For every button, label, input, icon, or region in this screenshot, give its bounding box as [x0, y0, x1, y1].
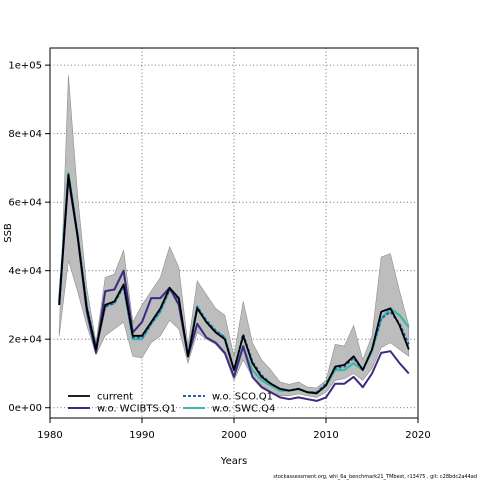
legend-label-w-o-sco-q1: w.o. SCO.Q1	[212, 392, 273, 403]
x-tick-label: 2000	[221, 430, 246, 441]
x-tick-label: 1990	[129, 430, 154, 441]
y-tick-label: 1e+05	[8, 61, 42, 72]
legend-label-current: current	[97, 392, 133, 403]
series-line-w-o-wcibts-q1	[58, 177, 410, 402]
y-axis-title: SSB	[3, 223, 14, 243]
footnote: stockassessment.org, whi_6a_benchmark21_…	[273, 474, 477, 480]
series-line-current	[58, 173, 410, 395]
confidence-band-layer	[58, 75, 410, 398]
y-tick-label: 6e+04	[8, 198, 42, 209]
legend-label-w-o-swc-q4: w.o. SWC.Q4	[212, 404, 275, 415]
x-tick-label: 1980	[37, 430, 62, 441]
y-tick-label: 0e+00	[8, 403, 42, 414]
y-tick-label: 8e+04	[8, 129, 42, 140]
x-axis: 1980 1990 2000 2010 2020	[37, 418, 431, 441]
y-axis: 0e+00 2e+04 4e+04 6e+04 8e+04 1e+05	[8, 61, 50, 414]
y-tick-label: 2e+04	[8, 335, 42, 346]
y-tick-label: 4e+04	[8, 266, 42, 277]
confidence-band	[58, 75, 410, 398]
legend-label-w-o-wcibts-q1: w.o. WCIBTS.Q1	[97, 404, 176, 415]
x-axis-title: Years	[220, 456, 247, 467]
series-layer	[58, 171, 410, 402]
x-tick-label: 2010	[313, 430, 338, 441]
x-tick-label: 2020	[405, 430, 430, 441]
